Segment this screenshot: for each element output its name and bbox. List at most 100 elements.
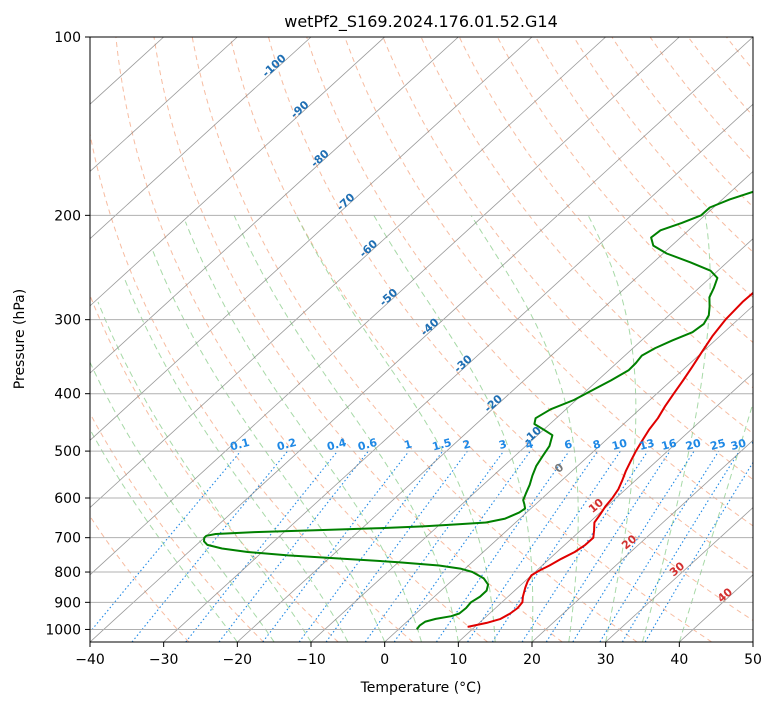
- dry-adiabat: [687, 37, 753, 117]
- mixing-ratio-line: [262, 450, 410, 642]
- mixing-ratio-line: [90, 450, 242, 633]
- mixing-ratio-line: [393, 450, 531, 642]
- mixing-ratio-line: [467, 450, 599, 642]
- mixing-ratio-line: [621, 450, 740, 642]
- isotherm-label: -30: [451, 352, 475, 375]
- mixing-ratio-label: 1.5: [431, 436, 453, 454]
- moist-adiabat: [184, 221, 422, 642]
- x-tick-label: 0: [380, 652, 389, 668]
- mixing-ratio-label: 4: [524, 437, 535, 452]
- x-tick-label: 50: [744, 652, 762, 668]
- y-tick-label: 900: [54, 595, 81, 611]
- dry-adiabat: [90, 515, 190, 642]
- mixing-ratio-line: [131, 450, 289, 642]
- plot-area: -100-90-80-70-60-50-40-30-20-100.1 0.2 0.4…: [90, 37, 775, 642]
- isotherm-line: [90, 37, 606, 509]
- mixing-ratio-line: [364, 450, 505, 642]
- dry-adiabat: [268, 37, 753, 622]
- moist-adiabat: [123, 277, 349, 642]
- moist-adiabat: [97, 301, 312, 642]
- axes: −40 −30 −20 −10 0 10 20 30 40 5010020030040050060…: [45, 30, 762, 668]
- moist-adiabat: [233, 215, 459, 642]
- dry-adiabat: [573, 37, 753, 253]
- mixing-ratio-label: 6: [563, 437, 574, 452]
- x-tick-label: −20: [223, 652, 253, 668]
- mixing-ratio-line: [599, 450, 720, 642]
- y-axis-label: Pressure (hPa): [12, 289, 28, 389]
- mixing-ratio-label: 36: [750, 436, 768, 453]
- dry-adiabat: [115, 37, 488, 642]
- x-tick-label: −30: [149, 652, 179, 668]
- dry-adiabat: [90, 412, 264, 642]
- isotherm-label: -50: [377, 286, 401, 309]
- dry-adiabat: [765, 37, 775, 642]
- x-tick-label: 30: [597, 652, 615, 668]
- moist-adiabat: [470, 215, 579, 642]
- x-tick-label: 40: [670, 652, 688, 668]
- isotherm-label: -60: [357, 237, 381, 260]
- isotherm-line: [90, 37, 680, 576]
- mixing-ratio-label: 0.2: [276, 436, 298, 454]
- dry-adiabat: [726, 37, 753, 71]
- x-tick-label: 10: [449, 652, 467, 668]
- moist-adiabat: [642, 215, 711, 642]
- y-tick-label: 300: [54, 313, 81, 329]
- isotherm-line: [458, 372, 753, 642]
- moist-adiabat: [678, 401, 753, 642]
- dry-adiabat: [649, 37, 753, 163]
- mixing-ratio-label: 8: [591, 437, 602, 452]
- y-tick-label: 500: [54, 444, 81, 460]
- x-tick-label: 20: [523, 652, 541, 668]
- dry-adiabat: [496, 37, 753, 344]
- dry-adiabat: [191, 37, 638, 642]
- y-tick-label: 600: [54, 491, 81, 507]
- y-tick-label: 100: [54, 30, 81, 46]
- x-tick-label: −40: [75, 652, 105, 668]
- isotherm-line: [531, 439, 753, 642]
- isotherm-label: -90: [288, 98, 312, 121]
- temperature-profile: [467, 291, 753, 628]
- isotherm-label: -100: [260, 52, 289, 80]
- isotherm-line: [752, 641, 753, 642]
- mixing-ratio-line: [545, 450, 671, 642]
- moist-adiabat: [90, 361, 275, 642]
- dewpoint-profile: [203, 190, 753, 630]
- wetbulb-label: 0: [552, 461, 566, 476]
- mixing-ratio-label: 3: [497, 437, 508, 452]
- mixing-ratio-label: 16: [660, 436, 678, 453]
- isotherm-label: -80: [308, 147, 332, 170]
- x-tick-label: −10: [296, 652, 326, 668]
- mixing-ratio-label: 30: [729, 436, 747, 453]
- isotherm-line: [90, 37, 385, 307]
- moist-adiabat: [90, 428, 238, 642]
- isotherm-line: [90, 37, 533, 441]
- mixing-ratio-label: 0.1: [229, 436, 251, 454]
- mixing-ratio-label: 25: [709, 436, 727, 453]
- dry-adiabat: [90, 131, 414, 642]
- mixing-ratio-label: 20: [684, 436, 702, 453]
- mixing-ratio-line: [435, 450, 570, 642]
- mixing-ratio-line: [218, 450, 369, 642]
- isotherm-line: [90, 37, 753, 642]
- dry-adiabat: [382, 37, 753, 481]
- plot-frame: [89, 36, 754, 643]
- isotherm-line: [90, 37, 459, 374]
- mixing-ratio-line: [298, 450, 444, 642]
- y-tick-label: 1000: [45, 622, 81, 638]
- mixing-ratio-label: 1: [403, 437, 414, 452]
- mixing-ratio-label: 2: [461, 437, 472, 452]
- chart-title: wetPf2_S169.2024.176.01.52.G14: [284, 12, 558, 32]
- y-tick-label: 400: [54, 387, 81, 403]
- mixing-ratio-line: [185, 450, 339, 642]
- mixing-ratio-label: 0.4: [326, 436, 349, 454]
- isotherm-line: [605, 507, 753, 642]
- isotherm-line: [163, 103, 753, 642]
- y-tick-label: 200: [54, 208, 81, 224]
- mixing-ratio-line: [572, 450, 695, 642]
- isotherm-label: -70: [334, 191, 358, 214]
- isotherm-line: [384, 305, 753, 642]
- x-axis-label: Temperature (°C): [360, 680, 482, 696]
- mixing-ratio-label: 13: [638, 436, 656, 453]
- isotherm-line: [237, 170, 753, 642]
